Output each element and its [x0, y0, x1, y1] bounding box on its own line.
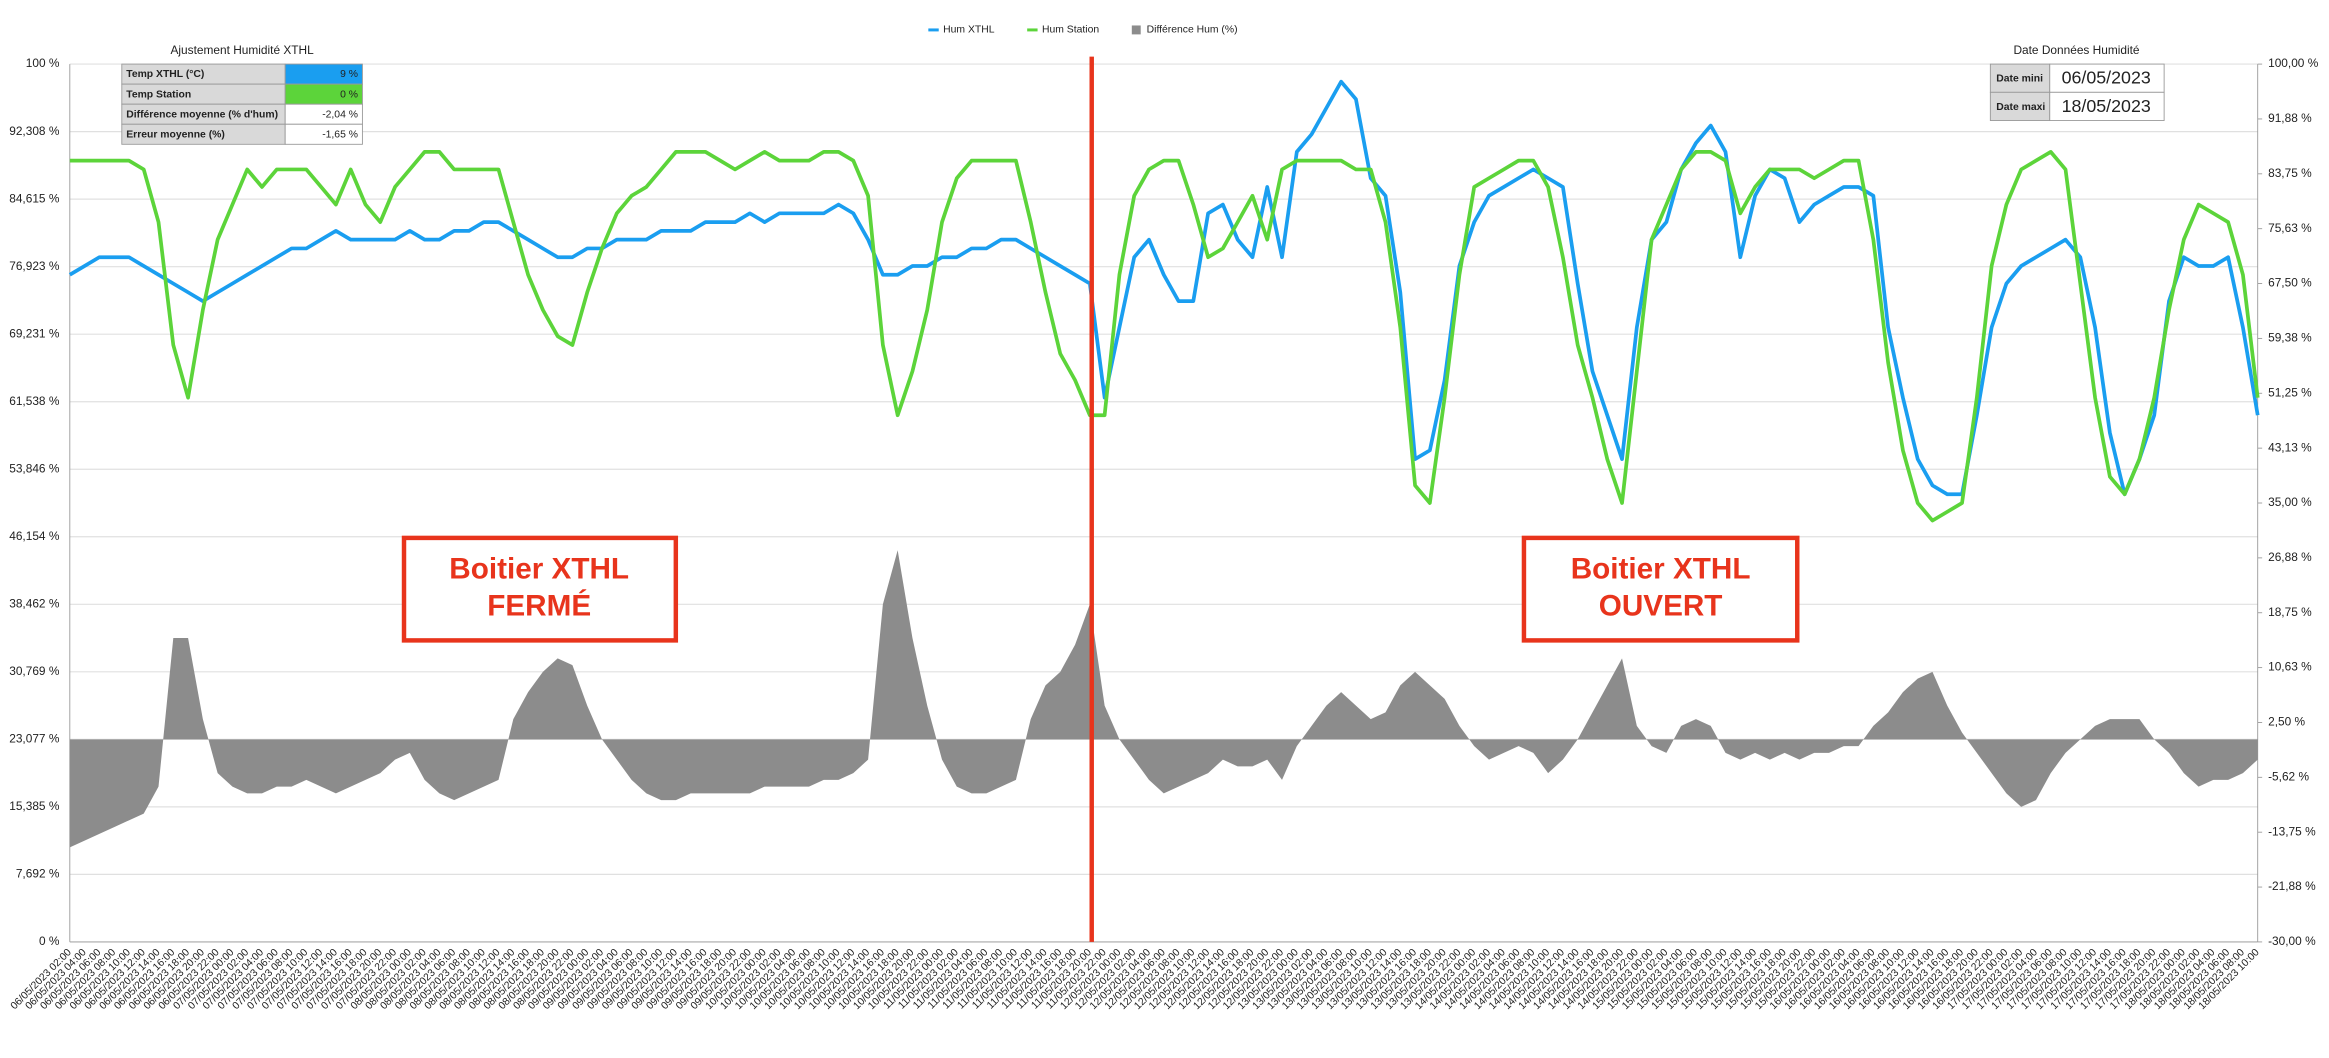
table-title: Ajustement Humidité XTHL [170, 43, 314, 57]
y2-tick-label: 43,13 % [2268, 440, 2312, 454]
row-label: Date maxi [1996, 102, 2045, 113]
annotation-text: Boitier XTHL [1571, 552, 1751, 585]
y-tick-label: 7,692 % [16, 867, 60, 881]
y2-tick-label: -21,88 % [2268, 879, 2316, 893]
y-tick-label: 46,154 % [9, 529, 60, 543]
legend: Hum XTHL Hum Station Différence Hum (%) [928, 25, 1238, 36]
y-tick-label: 15,385 % [9, 799, 60, 813]
row-value: 06/05/2023 [2062, 68, 2151, 88]
annotation-box [401, 535, 679, 643]
y-tick-label: 61,538 % [9, 394, 60, 408]
legend-label: Différence Hum (%) [1147, 25, 1238, 36]
area [69, 550, 2258, 848]
table-title: Date Données Humidité [2013, 43, 2139, 57]
annotation-text: FERMÉ [487, 589, 591, 623]
y2-tick-label: 10,63 % [2268, 660, 2312, 674]
line [68, 79, 2260, 497]
y2-tick-label: 18,75 % [2268, 605, 2312, 619]
annotation-text: Boitier XTHL [449, 552, 629, 585]
y2-tick-label: 100,00 % [2268, 56, 2319, 70]
y-tick-label: 84,615 % [9, 191, 60, 205]
legend-label: Hum Station [1042, 25, 1099, 36]
plot-area: 0 % 7,692 % 15,385 % 23,077 % 30,769 % 38,462… [9, 56, 2319, 1012]
row-label: Différence moyenne (% d'hum) [126, 109, 278, 120]
y-tick-label: 100 % [26, 56, 60, 70]
row-label: Temp Station [126, 89, 191, 100]
y2-tick-label: 51,25 % [2268, 385, 2312, 399]
cell [1989, 91, 2051, 121]
y2-tick-label: 2,50 % [2268, 715, 2305, 729]
cell [1989, 63, 2051, 93]
legend-swatch [1131, 25, 1141, 35]
row-value: 18/05/2023 [2062, 96, 2151, 116]
row-value: -1,65 % [322, 129, 358, 140]
y-tick-label: 23,077 % [9, 731, 60, 745]
row-value: 9 % [340, 69, 358, 80]
row-value: -2,04 % [322, 109, 358, 120]
y-tick-label: 92,308 % [9, 124, 60, 138]
cell [284, 123, 363, 145]
row-label: Erreur moyenne (%) [126, 129, 225, 140]
y-tick-label: 76,923 % [9, 259, 60, 273]
annotation-box [1521, 535, 1800, 643]
row-value: 0 % [340, 89, 358, 100]
row-label: Date mini [1996, 74, 2043, 85]
y2-tick-label: 35,00 % [2268, 495, 2312, 509]
annotation-text: OUVERT [1599, 590, 1723, 623]
date-table: Date Données Humidité Date mini 06/05/20… [1989, 43, 2165, 121]
y-tick-label: 38,462 % [9, 596, 60, 610]
y2-tick-label: 26,88 % [2268, 550, 2312, 564]
y-tick-label: 0 % [39, 934, 60, 948]
y2-tick-label: 91,88 % [2268, 111, 2312, 125]
y-tick-label: 53,846 % [9, 461, 60, 475]
y2-tick-label: 83,75 % [2268, 166, 2312, 180]
y2-tick-label: -30,00 % [2268, 934, 2316, 948]
legend-label: Hum XTHL [943, 25, 995, 36]
settings-table: Ajustement Humidité XTHL Temp XTHL (°C) … [121, 43, 363, 145]
y2-tick-label: -5,62 % [2268, 769, 2309, 783]
line [69, 150, 2260, 523]
y2-tick-label: 67,50 % [2268, 276, 2312, 290]
y2-tick-label: 59,38 % [2268, 331, 2312, 345]
cell [2049, 63, 2165, 93]
y2-tick-label: 75,63 % [2268, 221, 2312, 235]
y2-tick-label: -13,75 % [2268, 824, 2316, 838]
y-tick-label: 30,769 % [9, 664, 60, 678]
y-tick-label: 69,231 % [9, 326, 60, 340]
cell [2049, 91, 2165, 121]
row-label: Temp XTHL (°C) [126, 69, 204, 80]
